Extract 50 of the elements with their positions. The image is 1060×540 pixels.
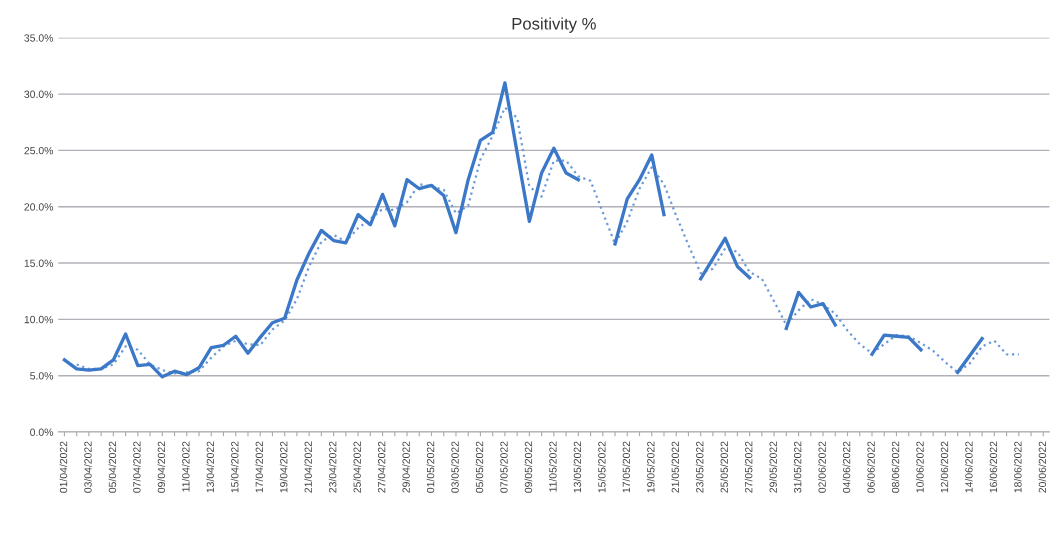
- x-tick-label: 29/04/2022: [402, 441, 410, 493]
- x-tick-label: 07/04/2022: [132, 441, 141, 493]
- y-tick-label: 10.0%: [24, 315, 54, 324]
- x-tick-label: 15/04/2022: [230, 441, 239, 493]
- x-tick-label: 03/05/2022: [451, 441, 459, 493]
- x-tick-label: 23/04/2022: [328, 441, 337, 493]
- x-tick-label: 18/06/2022: [1013, 441, 1022, 493]
- y-tick-label: 30.0%: [24, 90, 54, 98]
- x-tick-label: 01/05/2022: [426, 441, 435, 493]
- x-tick-label: 05/04/2022: [108, 441, 117, 493]
- x-tick-label: 19/05/2022: [646, 441, 655, 493]
- x-tick-label: 08/06/2022: [891, 441, 900, 493]
- x-tick-label: 07/05/2022: [500, 441, 508, 493]
- x-tick-label: 13/05/2022: [573, 441, 582, 493]
- x-tick-label: 21/05/2022: [671, 441, 679, 493]
- x-tick-label: 16/06/2022: [989, 441, 998, 493]
- x-tick-label: 11/05/2022: [548, 441, 557, 492]
- x-tick-label: 09/04/2022: [157, 441, 166, 493]
- x-tick-label: 12/06/2022: [940, 441, 949, 493]
- x-tick-label: 19/04/2022: [279, 441, 288, 493]
- x-tick-label: 05/05/2022: [475, 441, 484, 493]
- x-tick-label: 13/04/2022: [206, 441, 215, 493]
- x-tick-label: 17/05/2022: [622, 441, 631, 493]
- x-tick-label: 23/05/2022: [695, 441, 704, 493]
- chart-title: Positivity %: [512, 17, 596, 33]
- x-tick-label: 02/06/2022: [818, 441, 826, 493]
- x-tick-label: 25/04/2022: [353, 441, 361, 493]
- y-tick-label: 20.0%: [24, 203, 54, 211]
- y-tick-label: 15.0%: [24, 259, 54, 267]
- x-tick-label: 11/04/2022: [181, 441, 190, 492]
- x-tick-label: 14/06/2022: [965, 441, 973, 493]
- y-tick-label: 0.0%: [30, 428, 54, 436]
- x-tick-label: 06/06/2022: [867, 441, 875, 493]
- x-tick-label: 31/05/2022: [793, 441, 802, 493]
- x-tick-label: 15/05/2022: [597, 441, 606, 493]
- x-tick-label: 27/05/2022: [744, 441, 753, 493]
- x-tick-label: 27/04/2022: [377, 441, 386, 493]
- x-tick-label: 09/05/2022: [524, 441, 533, 493]
- x-tick-label: 21/04/2022: [304, 441, 312, 493]
- x-tick-label: 10/06/2022: [916, 441, 924, 493]
- x-tick-label: 29/05/2022: [769, 441, 777, 493]
- x-tick-label: 03/04/2022: [84, 441, 92, 493]
- y-tick-label: 35.0%: [24, 34, 54, 42]
- x-tick-label: 04/06/2022: [842, 441, 851, 493]
- x-tick-label: 20/06/2022: [1038, 441, 1047, 493]
- x-tick-label: 25/05/2022: [720, 441, 728, 493]
- x-tick-label: 17/04/2022: [255, 441, 263, 493]
- x-tick-label: 01/04/2022: [59, 441, 68, 493]
- y-tick-label: 25.0%: [24, 146, 54, 155]
- y-tick-label: 5.0%: [30, 372, 54, 380]
